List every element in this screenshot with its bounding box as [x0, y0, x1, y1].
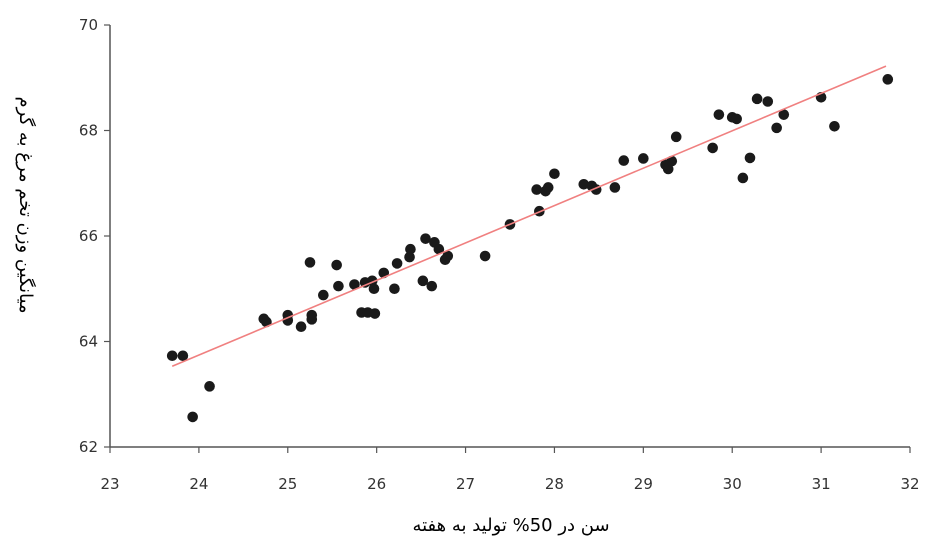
- data-point: [662, 163, 674, 175]
- data-point: [166, 350, 178, 362]
- data-point: [549, 168, 560, 180]
- data-point: [420, 233, 431, 244]
- x-tick-label: 32: [900, 475, 919, 493]
- data-point: [707, 142, 718, 154]
- axes: [109, 25, 910, 448]
- data-point: [349, 279, 360, 290]
- data-point: [442, 250, 454, 262]
- data-point: [333, 280, 344, 292]
- data-point: [426, 280, 438, 292]
- data-point: [318, 289, 329, 301]
- x-tick-label: 29: [634, 475, 653, 493]
- y-tick-label: 66: [79, 227, 98, 245]
- data-point: [731, 113, 742, 125]
- data-point: [771, 122, 782, 134]
- data-point: [417, 275, 429, 287]
- data-point: [306, 314, 318, 325]
- data-point: [666, 155, 678, 167]
- data-point: [433, 243, 445, 255]
- x-axis-title: سن در 50% تولید به هفته: [412, 515, 609, 536]
- data-point: [204, 381, 215, 392]
- y-ticks: 62 64 66 68 70: [79, 16, 110, 456]
- data-point: [368, 283, 380, 295]
- x-tick-label: 30: [723, 475, 742, 493]
- x-tick-label: 23: [100, 475, 119, 493]
- data-point: [261, 316, 272, 328]
- data-point: [187, 411, 198, 423]
- y-tick-label: 64: [79, 333, 98, 351]
- data-point: [609, 182, 621, 193]
- data-point: [882, 74, 894, 85]
- y-axis-title: میانگین وزن تخم مرغ به گرم: [15, 96, 37, 313]
- x-tick-label: 26: [367, 475, 386, 493]
- data-point: [713, 109, 725, 120]
- data-point: [531, 184, 542, 195]
- data-point: [177, 350, 189, 362]
- data-point: [829, 120, 840, 132]
- data-point: [404, 251, 415, 263]
- data-point: [369, 308, 381, 319]
- x-tick-label: 27: [456, 475, 475, 493]
- data-points: [166, 74, 894, 423]
- data-point: [282, 315, 294, 326]
- data-point: [405, 243, 416, 255]
- data-point: [295, 321, 307, 333]
- trend-line: [171, 65, 887, 368]
- data-point: [542, 182, 554, 193]
- data-point: [304, 257, 316, 268]
- data-point: [578, 179, 590, 190]
- y-tick-label: 62: [79, 438, 98, 456]
- x-tick-label: 31: [812, 475, 831, 493]
- data-point: [778, 109, 790, 120]
- data-point: [618, 155, 630, 166]
- x-tick-label: 28: [545, 475, 564, 493]
- data-point: [762, 96, 774, 107]
- data-point: [391, 258, 403, 269]
- data-point: [389, 283, 400, 295]
- data-point: [479, 250, 491, 262]
- data-point: [331, 259, 342, 271]
- data-point: [744, 152, 756, 164]
- x-tick-label: 24: [189, 475, 208, 493]
- y-tick-label: 68: [79, 122, 98, 140]
- data-point: [751, 93, 763, 105]
- x-ticks: 23 24 25 26 27 28 29 30 31 32: [100, 447, 920, 493]
- y-tick-label: 70: [79, 16, 98, 34]
- data-point: [670, 131, 682, 143]
- data-point: [737, 172, 749, 184]
- data-point: [638, 153, 649, 164]
- x-tick-label: 25: [278, 475, 297, 493]
